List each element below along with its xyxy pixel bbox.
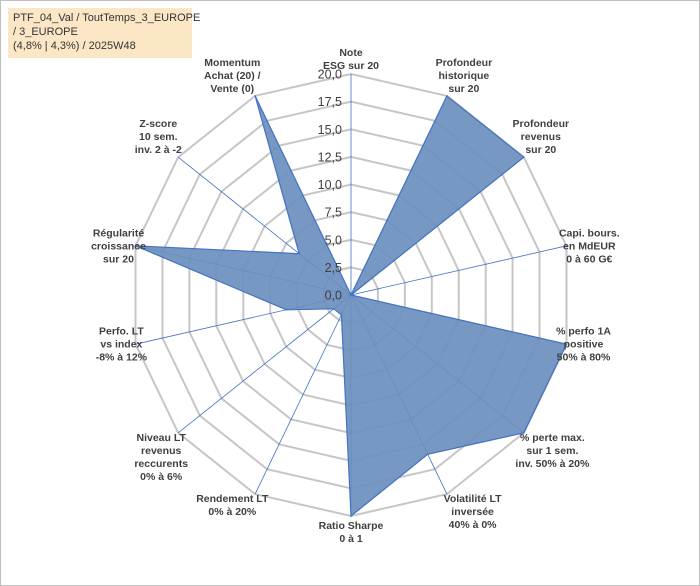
axis-label-12-line-3: sur 20: [103, 253, 134, 265]
tick-label-1: 2,5: [325, 261, 342, 275]
axis-label-2: Profondeur historique sur 20: [436, 57, 493, 95]
data-point-12: [134, 245, 137, 247]
axis-label-13-line-2: 10 sem.: [139, 131, 178, 143]
axis-label-6-line-2: sur 1 sem.: [526, 445, 578, 457]
axis-label-12-line-1: Régularité: [93, 227, 145, 239]
axis-label-10-line-4: 0% à 6%: [140, 471, 183, 483]
axis-label-14: Momentum Achat (20) / Vente (0): [204, 57, 261, 95]
axis-label-14-line-2: Achat (20) /: [204, 70, 261, 82]
axis-label-12: Régularité croissance sur 20: [91, 227, 146, 265]
axis-label-3: Profondeur revenus sur 20: [513, 118, 570, 156]
axis-label-9: Rendement LT 0% à 20%: [196, 493, 269, 518]
data-point-3: [523, 156, 525, 158]
data-point-8: [350, 515, 352, 517]
axis-label-4-line-2: en MdEUR: [563, 240, 616, 252]
tick-label-7: 17,5: [318, 95, 342, 109]
axis-label-12-line-2: croissance: [91, 240, 146, 252]
axis-label-5-line-3: 50% à 80%: [557, 352, 611, 364]
axis-label-7-line-1: Volatilité LT: [444, 493, 503, 505]
data-point-2: [446, 95, 448, 97]
axis-label-2-line-1: Profondeur: [436, 57, 493, 69]
axis-label-6-line-1: % perte max.: [520, 432, 585, 444]
data-point-6: [523, 432, 525, 434]
axis-label-6: % perte max. sur 1 sem. inv. 50% à 20%: [515, 432, 590, 470]
radar-axis-labels: Note ESG sur 20 Profondeur historique sur 20…: [91, 47, 620, 545]
data-point-7: [426, 453, 429, 456]
axis-label-7-line-2: inversée: [451, 506, 494, 518]
axis-label-11-line-1: Perfo. LT: [99, 326, 144, 338]
axis-label-4: Capi. bours. en MdEUR 0 à 60 G€: [559, 227, 620, 265]
tick-label-2: 5,0: [325, 233, 342, 247]
data-point-9: [340, 314, 343, 316]
axis-label-10: Niveau LT revenus reccurents 0% à 6%: [134, 432, 188, 483]
axis-label-7: Volatilité LT inversée 40% à 0%: [444, 493, 503, 531]
spoke-4: [350, 245, 567, 296]
axis-label-5-line-2: positive: [564, 339, 604, 351]
axis-label-1: Note ESG sur 20: [323, 47, 379, 72]
axis-label-4-line-1: Capi. bours.: [559, 227, 620, 239]
axis-label-3-line-1: Profondeur: [513, 118, 570, 130]
axis-label-1-line-1: Note: [339, 47, 362, 59]
axis-label-8: Ratio Sharpe 0 à 1: [319, 520, 384, 545]
axis-label-5: % perfo 1A positive 50% à 80%: [556, 326, 611, 364]
tick-label-0: 0,0: [325, 289, 342, 303]
axis-label-7-line-3: 40% à 0%: [449, 519, 498, 531]
axis-label-10-line-1: Niveau LT: [136, 432, 186, 444]
tick-label-4: 10,0: [318, 178, 342, 192]
data-point-5: [565, 343, 568, 346]
data-point-11: [285, 309, 288, 311]
axis-label-2-line-2: historique: [439, 70, 490, 82]
axis-label-2-line-3: sur 20: [448, 83, 479, 95]
title-line-3: (4,8% | 4,3%) / 2025W48: [13, 40, 136, 52]
data-point-10: [332, 308, 335, 310]
axis-label-14-line-3: Vente (0): [210, 83, 254, 95]
axis-label-5-line-1: % perfo 1A: [556, 326, 611, 338]
axis-label-13-line-1: Z-score: [139, 118, 177, 130]
chart-title-box: PTF_04_Val / ToutTemps_3_EUROPE / 3_EURO…: [8, 8, 201, 58]
axis-label-6-line-3: inv. 50% à 20%: [515, 458, 590, 470]
axis-label-11: Perfo. LT vs index -8% à 12%: [96, 326, 148, 364]
axis-label-10-line-2: revenus: [141, 445, 181, 457]
axis-label-14-line-1: Momentum: [204, 57, 260, 69]
axis-label-9-line-1: Rendement LT: [196, 493, 269, 505]
data-point-4: [350, 294, 352, 296]
title-line-2: / 3_EUROPE: [13, 26, 78, 38]
data-point-14: [254, 95, 256, 97]
axis-label-3-line-2: revenus: [521, 131, 561, 143]
axis-label-4-line-3: 0 à 60 G€: [566, 253, 612, 265]
radar-series: [134, 94, 568, 518]
radar-tick-labels: 0,0 2,5 5,0 7,5 10,0 12,5 15,0 17,5 20,0: [318, 68, 342, 303]
axis-label-13-line-3: inv. 2 à -2: [135, 144, 182, 156]
data-point-13: [298, 252, 301, 255]
spoke-10: [177, 294, 352, 434]
axis-label-11-line-2: vs index: [100, 339, 142, 351]
axis-label-11-line-3: -8% à 12%: [96, 352, 148, 364]
axis-label-9-line-2: 0% à 20%: [208, 506, 257, 518]
axis-label-10-line-3: reccurents: [134, 458, 188, 470]
axis-label-8-line-1: Ratio Sharpe: [319, 520, 384, 532]
spoke-9: [254, 294, 352, 495]
tick-label-3: 7,5: [325, 206, 342, 220]
axis-label-3-line-3: sur 20: [525, 144, 556, 156]
axis-label-13: Z-score 10 sem. inv. 2 à -2: [135, 118, 182, 156]
tick-label-5: 12,5: [318, 150, 342, 164]
axis-label-8-line-2: 0 à 1: [339, 533, 363, 545]
tick-label-6: 15,0: [318, 123, 342, 137]
axis-label-1-line-2: ESG sur 20: [323, 60, 379, 72]
tick-label-8: 20,0: [318, 68, 342, 82]
title-line-1: PTF_04_Val / ToutTemps_3_EUROPE: [13, 12, 201, 24]
